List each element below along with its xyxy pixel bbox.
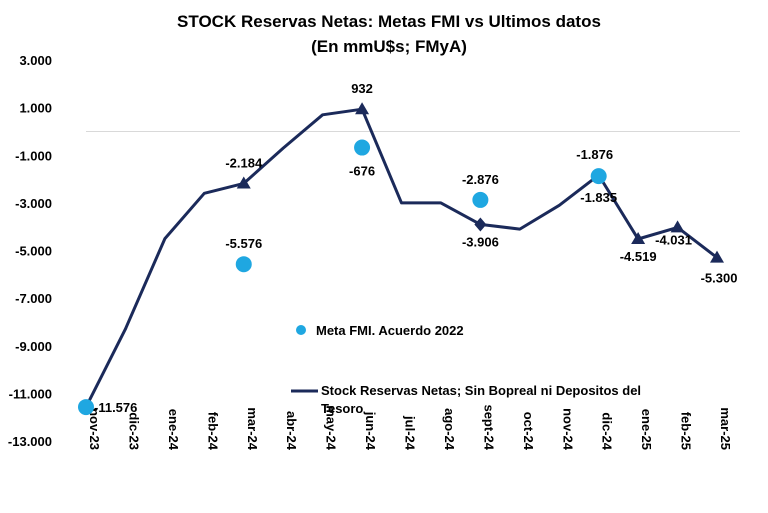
goal-data-label: -5.576 bbox=[225, 236, 262, 251]
legend-goal-marker bbox=[296, 325, 306, 335]
y-tick-label: 1.000 bbox=[19, 101, 52, 116]
x-tick-label: mar-24 bbox=[245, 407, 260, 450]
goal-point bbox=[235, 256, 252, 273]
line-data-label: 932 bbox=[351, 81, 373, 96]
line-point-marker bbox=[631, 232, 646, 245]
line-data-label: -2.184 bbox=[225, 155, 263, 170]
line-data-label: -4.519 bbox=[620, 249, 657, 264]
goal-point bbox=[354, 139, 371, 156]
x-tick-label: nov-24 bbox=[560, 408, 575, 451]
y-tick-label: -7.000 bbox=[15, 291, 52, 306]
x-tick-label: ene-24 bbox=[166, 409, 181, 451]
line-data-label: -1.835 bbox=[580, 190, 617, 205]
line-point-marker bbox=[710, 250, 724, 263]
y-axis-ticks: 3.000 1.000 -1.000 -3.000 -5.000 -7.000 -9.000… bbox=[8, 53, 52, 449]
legend-line-label-1: Stock Reservas Netas; Sin Bopreal ni Dep… bbox=[321, 383, 641, 398]
goal-data-label: -1.876 bbox=[576, 147, 613, 162]
series-layer bbox=[78, 102, 724, 416]
x-tick-label: dic-24 bbox=[600, 412, 615, 450]
line-point-marker bbox=[236, 176, 251, 189]
x-tick-label: feb-25 bbox=[679, 412, 694, 450]
data-labels: -11.576 -2.184 932 -3.906 -1.835 -4.519 -4.031… bbox=[94, 81, 737, 415]
x-tick-label: ene-25 bbox=[639, 409, 654, 450]
legend-line-label-2: Tesoro bbox=[321, 401, 363, 416]
line-data-label: -11.576 bbox=[94, 400, 137, 415]
line-data-label: -3.906 bbox=[462, 234, 499, 249]
goal-point bbox=[78, 399, 94, 416]
line-point-marker bbox=[474, 217, 487, 232]
legend-goal-label: Meta FMI. Acuerdo 2022 bbox=[316, 323, 464, 338]
x-axis-ticks: nov-23 dic-23 ene-24 feb-24 mar-24 abr-24 may-… bbox=[87, 404, 733, 450]
x-tick-label: abr-24 bbox=[284, 411, 299, 451]
y-tick-label: -11.000 bbox=[9, 386, 52, 401]
x-tick-label: sept-24 bbox=[481, 404, 496, 450]
x-tick-label: oct-24 bbox=[521, 412, 536, 451]
y-tick-label: -1.000 bbox=[15, 148, 52, 163]
y-tick-label: -13.000 bbox=[8, 434, 52, 449]
y-tick-label: -3.000 bbox=[15, 196, 52, 211]
x-tick-label: dic-23 bbox=[126, 412, 141, 450]
line-data-label: -5.300 bbox=[701, 271, 738, 286]
line-point-marker bbox=[670, 220, 685, 233]
x-tick-label: nov-23 bbox=[87, 408, 102, 450]
x-tick-label: jun-24 bbox=[363, 411, 378, 451]
x-tick-label: ago-24 bbox=[442, 408, 457, 451]
y-tick-label: -5.000 bbox=[15, 244, 52, 259]
reserves-line bbox=[84, 107, 718, 408]
legend: Meta FMI. Acuerdo 2022 Stock Reservas Ne… bbox=[291, 323, 641, 416]
line-point-marker bbox=[355, 102, 370, 115]
goal-point bbox=[472, 191, 489, 208]
chart-subtitle: (En mmU$s; FMyA) bbox=[311, 37, 467, 56]
chart-title: STOCK Reservas Netas: Metas FMI vs Ultim… bbox=[177, 12, 601, 31]
x-tick-label: mar-25 bbox=[718, 407, 733, 450]
y-tick-label: 3.000 bbox=[19, 53, 52, 68]
y-tick-label: -9.000 bbox=[15, 339, 52, 354]
x-tick-label: jul-24 bbox=[403, 415, 418, 451]
goal-point bbox=[590, 168, 607, 185]
x-tick-label: may-24 bbox=[324, 405, 339, 451]
goal-data-label: -676 bbox=[349, 164, 375, 179]
line-data-label: -4.031 bbox=[655, 232, 692, 247]
x-tick-label: feb-24 bbox=[205, 412, 220, 451]
goal-data-label: -2.876 bbox=[462, 172, 499, 187]
